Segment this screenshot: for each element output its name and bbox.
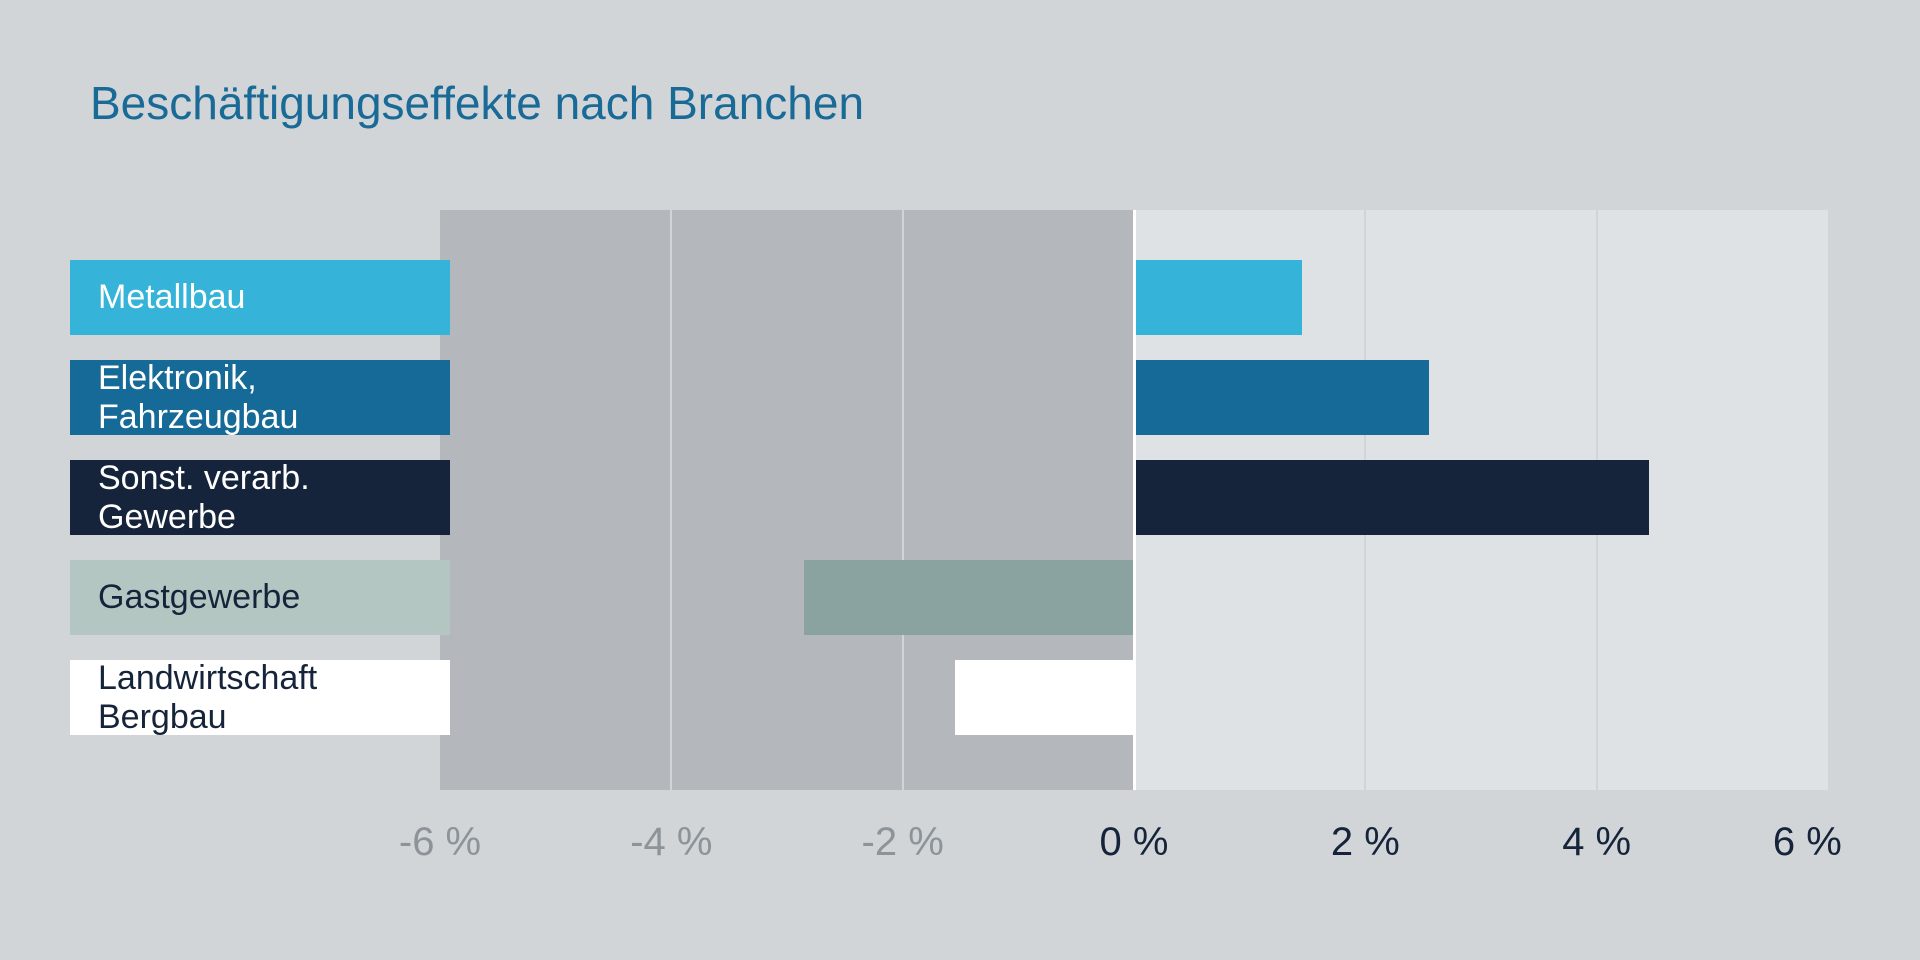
gridline — [670, 210, 672, 790]
x-tick-label: -6 % — [399, 820, 481, 865]
gridline — [902, 210, 904, 790]
zero-line — [1133, 210, 1136, 790]
category-label-text: Metallbau — [70, 278, 245, 317]
chart-canvas: Beschäftigungseffekte nach Branchen -6 %… — [0, 0, 1920, 960]
category-label: Metallbau — [70, 260, 450, 335]
bar — [1134, 260, 1302, 335]
bar — [1134, 360, 1429, 435]
category-label-text: Sonst. verarb. Gewerbe — [70, 459, 450, 537]
x-tick-label: -4 % — [630, 820, 712, 865]
x-tick-label: 4 % — [1562, 820, 1631, 865]
plot-area: -6 %-4 %-2 %0 %2 %4 %6 % — [440, 210, 1828, 790]
x-tick-label: 2 % — [1331, 820, 1400, 865]
category-label: Sonst. verarb. Gewerbe — [70, 460, 450, 535]
category-label: Elektronik, Fahrzeugbau — [70, 360, 450, 435]
category-label: Gastgewerbe — [70, 560, 450, 635]
x-tick-label: 6 % — [1773, 820, 1842, 865]
category-label-text: Gastgewerbe — [70, 578, 300, 617]
x-tick-label: 0 % — [1100, 820, 1169, 865]
chart-title: Beschäftigungseffekte nach Branchen — [90, 76, 864, 130]
bar — [1134, 460, 1649, 535]
bar — [804, 560, 1134, 635]
category-label: Landwirtschaft Bergbau — [70, 660, 450, 735]
x-tick-label: -2 % — [862, 820, 944, 865]
category-label-text: Elektronik, Fahrzeugbau — [70, 359, 450, 437]
bar — [955, 660, 1134, 735]
category-label-text: Landwirtschaft Bergbau — [70, 659, 450, 737]
